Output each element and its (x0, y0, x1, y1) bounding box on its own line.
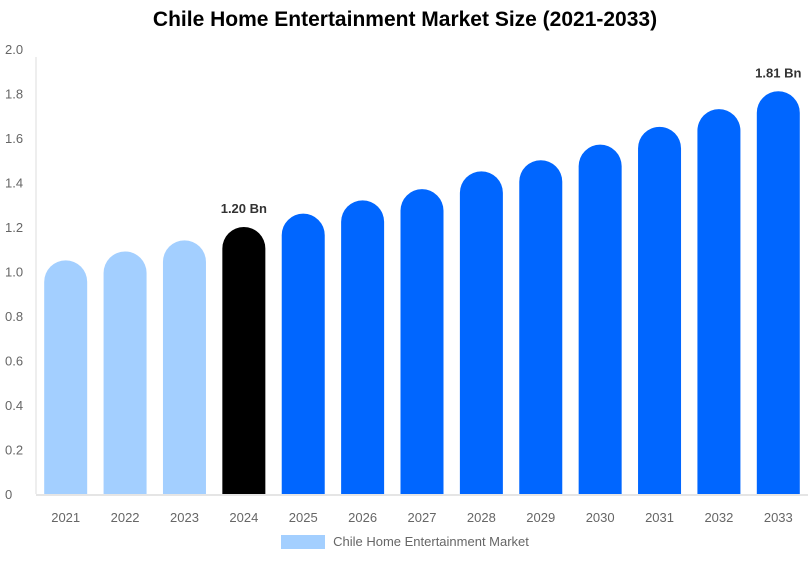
x-tick-label: 2028 (467, 510, 496, 525)
data-label-2033: 1.81 Bn (755, 65, 801, 80)
y-tick-label: 1.6 (5, 131, 23, 146)
x-tick-label: 2033 (764, 510, 793, 525)
legend[interactable]: Chile Home Entertainment Market (0, 534, 810, 549)
y-tick-label: 1.0 (5, 265, 23, 280)
bar-2032 (697, 109, 741, 494)
x-tick-label: 2025 (289, 510, 318, 525)
x-tick-label: 2024 (229, 510, 258, 525)
y-tick-label: 2.0 (5, 42, 23, 57)
y-tick-label: 1.2 (5, 220, 23, 235)
bar-2029 (519, 160, 563, 494)
bar-2030 (578, 144, 622, 495)
x-tick-label: 2032 (704, 510, 733, 525)
y-tick-label: 1.4 (5, 176, 23, 191)
x-tick-label: 2021 (51, 510, 80, 525)
x-tick-label: 2026 (348, 510, 377, 525)
bar-2025 (281, 213, 325, 494)
x-tick-label: 2027 (408, 510, 437, 525)
legend-swatch (281, 534, 326, 549)
legend-label: Chile Home Entertainment Market (333, 534, 529, 549)
bar-2021 (44, 260, 88, 494)
bar-chart: 0 0.2 0.4 0.6 0.8 1.0 1.2 1.4 1.6 1.8 2.0 2021 2022 2… (5, 42, 808, 525)
bar-2024 (222, 227, 266, 494)
x-tick-label: 2031 (645, 510, 674, 525)
bar-2022 (103, 251, 147, 494)
bar-2033 (756, 91, 800, 495)
bar-2028 (459, 171, 503, 494)
y-tick-label: 0.6 (5, 354, 23, 369)
x-tick-label: 2023 (170, 510, 199, 525)
x-tick-label: 2030 (586, 510, 615, 525)
y-tick-label: 0.2 (5, 443, 23, 458)
data-label-2024: 1.20 Bn (221, 201, 267, 216)
y-tick-label: 1.8 (5, 87, 23, 102)
bar-2023 (162, 240, 206, 494)
bar-2026 (341, 200, 385, 495)
x-tick-label: 2029 (526, 510, 555, 525)
bar-2027 (400, 189, 444, 495)
y-tick-label: 0.8 (5, 309, 23, 324)
x-tick-label: 2022 (111, 510, 140, 525)
bar-2031 (638, 126, 682, 494)
y-tick-label: 0.4 (5, 398, 23, 413)
chart-title: Chile Home Entertainment Market Size (20… (152, 8, 658, 31)
y-tick-label: 0 (5, 487, 12, 502)
